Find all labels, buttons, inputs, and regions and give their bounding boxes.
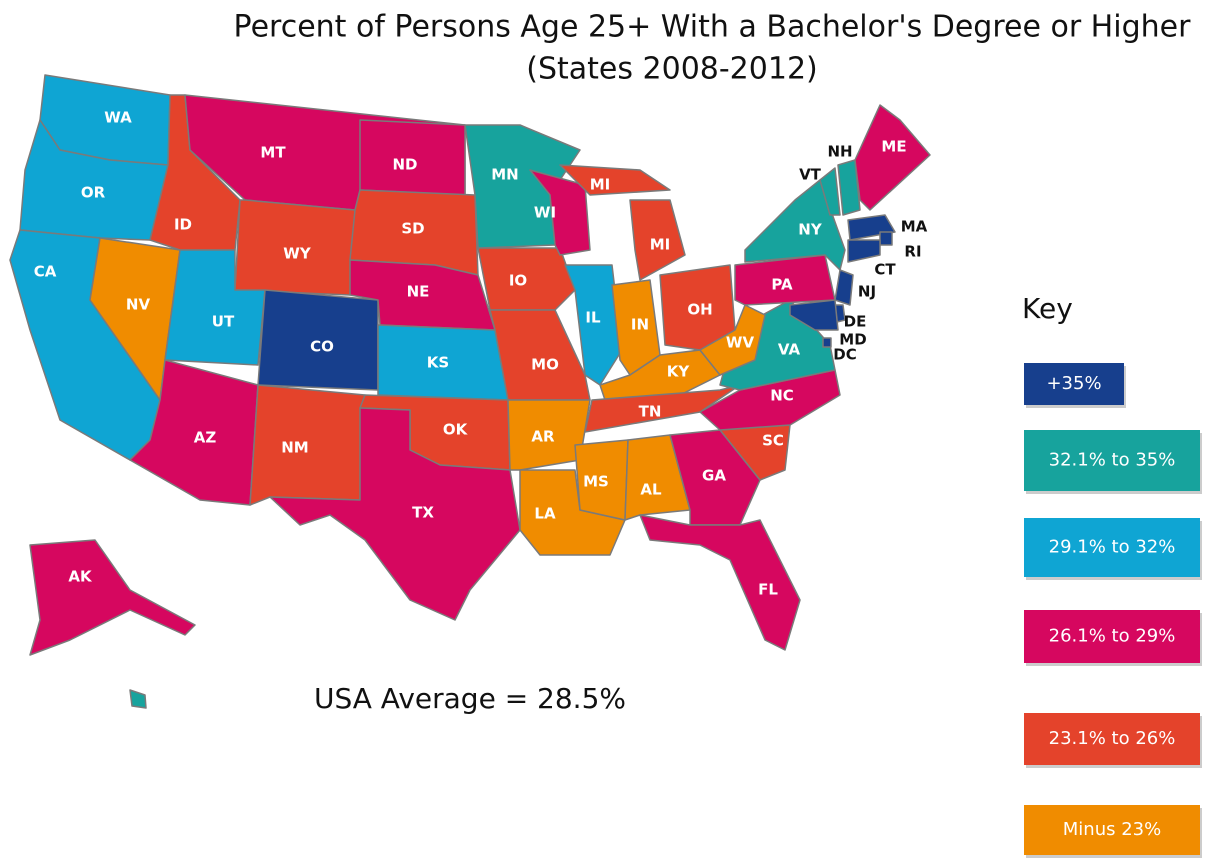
key-label: +35% (1046, 373, 1101, 394)
state (507, 399, 591, 471)
key-label: 32.1% to 35% (1049, 450, 1176, 471)
state (854, 104, 931, 211)
state-label: PA (771, 276, 793, 294)
state-label: MS (583, 473, 609, 491)
state-label: MO (531, 356, 559, 374)
state (744, 179, 846, 271)
state-label: LA (534, 505, 556, 523)
state-label: TX (412, 504, 434, 522)
state-label: NY (798, 221, 823, 239)
state (789, 299, 839, 331)
state (624, 434, 691, 521)
state-label: NC (770, 387, 794, 405)
key-swatch (1024, 518, 1200, 577)
state-label: SD (401, 220, 424, 238)
state-label: RI (904, 243, 921, 261)
state-label: KY (667, 363, 691, 381)
title: Percent of Persons Age 25+ With a Bachel… (234, 10, 1192, 45)
state-label: NJ (858, 283, 876, 301)
state-label: VA (778, 341, 801, 359)
state (629, 199, 686, 281)
state-label: CA (34, 263, 57, 281)
state-label: FL (758, 581, 778, 599)
key-label: 23.1% to 26% (1049, 728, 1176, 749)
state-label: NV (126, 296, 151, 314)
state-label: MD (839, 331, 866, 349)
state (819, 167, 841, 216)
state (29, 539, 196, 656)
state-label: DC (833, 346, 856, 364)
state (639, 514, 801, 651)
state-label: OH (687, 301, 712, 319)
state-label: KS (427, 354, 449, 372)
state-label: WY (283, 245, 312, 263)
state-label: AR (531, 428, 555, 446)
map: WA OR CA NV ID MT WY UT CO AZ NM ND SD NE KS OK TX MN IO MO… (9, 74, 931, 709)
state-label: MT (260, 144, 286, 162)
state-label: CO (310, 338, 334, 356)
state-label: IO (509, 272, 527, 290)
state-label: ID (174, 216, 192, 234)
state-label: NH (827, 143, 852, 161)
state-label: OK (443, 421, 469, 439)
state (847, 239, 881, 263)
average: USA Average = 28.5% (314, 682, 626, 715)
state-label: ME (881, 138, 906, 156)
state (559, 164, 671, 196)
state-label: AL (640, 481, 662, 499)
state-label: TN (639, 403, 662, 421)
key: +35% 32.1% to 35% 29.1% to 32% 26.1% to 29%… (1024, 363, 1202, 858)
state (477, 247, 576, 311)
key-swatch (1024, 363, 1124, 405)
key-swatch (1024, 610, 1200, 663)
state (822, 337, 832, 348)
key-label: Minus 23% (1063, 819, 1161, 840)
state-label: MI (590, 176, 611, 194)
state-label: UT (212, 313, 235, 331)
state-label: AZ (194, 429, 217, 447)
state (584, 384, 741, 433)
state (879, 231, 893, 246)
state (129, 689, 147, 709)
key-swatch (1024, 430, 1200, 491)
state-label: IN (631, 316, 649, 334)
state-label: AK (68, 568, 93, 586)
key-title: Key (1022, 292, 1073, 325)
state (519, 469, 626, 556)
state (837, 159, 861, 216)
state-label: DE (844, 313, 867, 331)
state-label: MI (650, 236, 671, 254)
state-label: WA (104, 109, 132, 127)
state (699, 304, 766, 376)
state-label: WV (726, 334, 755, 352)
state-label: SC (762, 432, 784, 450)
key-swatch (1024, 805, 1200, 855)
state-label: IL (585, 309, 601, 327)
state-label: CT (874, 261, 896, 279)
state-label: OR (81, 184, 106, 202)
state-label: GA (702, 467, 726, 485)
key-swatch (1024, 713, 1200, 765)
state-label: NM (281, 439, 308, 457)
state (269, 407, 521, 621)
state-label: NE (407, 283, 430, 301)
subtitle: (States 2008-2012) (526, 52, 818, 87)
state-label: WI (534, 204, 556, 222)
state-label: MN (491, 166, 518, 184)
key-label: 26.1% to 29% (1049, 626, 1176, 647)
state-label: MA (901, 218, 928, 236)
key-label: 29.1% to 32% (1049, 537, 1176, 558)
state-label: VT (799, 166, 822, 184)
state (834, 269, 854, 306)
state-label: ND (392, 156, 417, 174)
